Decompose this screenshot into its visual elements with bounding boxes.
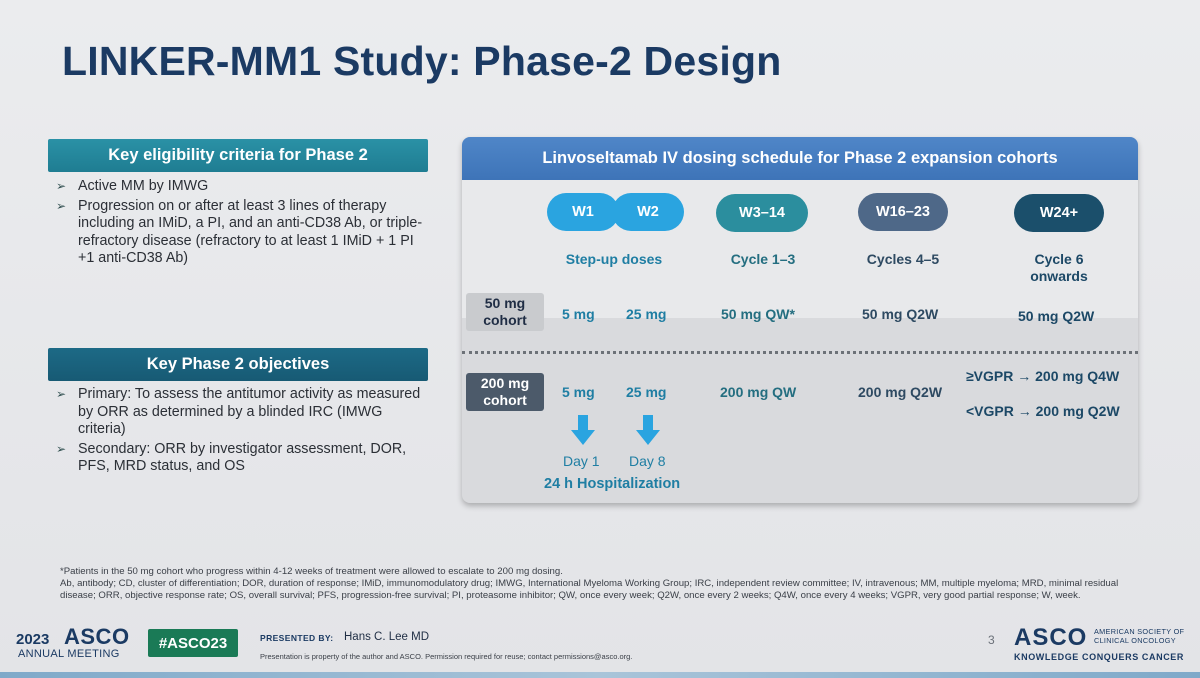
dose-200-vgpr-plus: ≥VGPR → 200 mg Q4W	[966, 368, 1120, 384]
cohort-200mg-label: 200 mg cohort	[466, 373, 544, 411]
arrow-bullet-icon: ➢	[56, 179, 67, 193]
eligibility-header: Key eligibility criteria for Phase 2	[48, 139, 428, 172]
asco-society-logo: ASCO	[1014, 624, 1088, 651]
annual-meeting-label: ANNUAL MEETING	[18, 648, 120, 660]
slide-title: LINKER-MM1 Study: Phase-2 Design	[62, 38, 782, 84]
page-number: 3	[988, 633, 995, 647]
dose-50-w1: 5 mg	[562, 306, 595, 322]
phase-cycle-1-3: Cycle 1–3	[730, 251, 796, 267]
day-1-label: Day 1	[563, 453, 600, 469]
phase-step-up: Step-up doses	[565, 251, 663, 267]
list-item: ➢ Progression on or after at least 3 line…	[54, 198, 429, 268]
objectives-header: Key Phase 2 objectives	[48, 348, 428, 381]
dose-50-cycles4-5: 50 mg Q2W	[862, 306, 939, 322]
week-pill-w2: W2	[612, 193, 684, 231]
cohort-50mg-label: 50 mg cohort	[466, 293, 544, 331]
dose-200-cycle1-3: 200 mg QW	[720, 384, 797, 400]
property-notice: Presentation is property of the author a…	[260, 652, 633, 661]
dosing-schedule-panel: Linvoseltamab IV dosing schedule for Pha…	[462, 137, 1138, 503]
footnotes: *Patients in the 50 mg cohort who progre…	[60, 566, 1140, 602]
list-item: ➢ Secondary: ORR by investigator assessme…	[54, 441, 429, 476]
objective-item-text: Secondary: ORR by investigator assessmen…	[78, 440, 407, 475]
dose-50-w2: 25 mg	[626, 306, 667, 322]
arrow-bullet-icon: ➢	[56, 441, 67, 456]
dose-200-w1: 5 mg	[562, 384, 595, 400]
meeting-year: 2023	[16, 631, 50, 648]
dose-200-cycles4-5: 200 mg Q2W	[858, 384, 943, 400]
presenter-name: Hans C. Lee MD	[344, 631, 430, 643]
cohort-divider	[462, 351, 1138, 354]
dose-200-w2: 25 mg	[626, 384, 667, 400]
week-pill-w3-14: W3–14	[716, 194, 808, 232]
objectives-list: ➢ Primary: To assess the antitumor activi…	[54, 386, 429, 478]
phase-cycle-6: Cycle 6 onwards	[1030, 251, 1088, 284]
footnote-abbreviations: Ab, antibody; CD, cluster of differentia…	[60, 578, 1119, 601]
down-arrow-icon	[571, 415, 595, 445]
arrow-bullet-icon: ➢	[56, 387, 67, 401]
society-name: AMERICAN SOCIETY OF CLINICAL ONCOLOGY	[1094, 627, 1185, 645]
hashtag-badge: #ASCO23	[148, 629, 238, 657]
dose-200-vgpr-minus: <VGPR → 200 mg Q2W	[966, 403, 1120, 419]
eligibility-item-text: Progression on or after at least 3 lines…	[78, 197, 423, 267]
eligibility-item-text: Active MM by IMWG	[78, 178, 209, 194]
week-pill-w24: W24+	[1014, 194, 1104, 232]
week-pill-w1: W1	[547, 193, 619, 231]
footnote-asterisk: *Patients in the 50 mg cohort who progre…	[60, 566, 563, 577]
day-8-label: Day 8	[629, 453, 666, 469]
society-tagline: KNOWLEDGE CONQUERS CANCER	[1014, 652, 1185, 662]
hospitalization-label: 24 h Hospitalization	[544, 476, 681, 492]
dosing-panel-header: Linvoseltamab IV dosing schedule for Pha…	[462, 137, 1138, 180]
presented-by-label: PRESENTED BY:	[260, 633, 334, 643]
eligibility-list: ➢ Active MM by IMWG ➢ Progression on or af…	[54, 178, 429, 270]
list-item: ➢ Primary: To assess the antitumor activi…	[54, 386, 429, 439]
objective-item-text: Primary: To assess the antitumor activit…	[78, 386, 421, 437]
arrow-bullet-icon: ➢	[56, 198, 67, 213]
phase-cycles-4-5: Cycles 4–5	[866, 251, 940, 267]
down-arrow-icon	[636, 415, 660, 445]
bottom-strip	[0, 672, 1200, 678]
dose-50-cycle1-3: 50 mg QW*	[721, 306, 795, 322]
asco-meeting-logo: ASCO	[64, 624, 130, 649]
list-item: ➢ Active MM by IMWG	[54, 178, 429, 196]
week-pill-w16-23: W16–23	[858, 193, 948, 231]
dose-50-cycle6: 50 mg Q2W	[1018, 308, 1095, 324]
